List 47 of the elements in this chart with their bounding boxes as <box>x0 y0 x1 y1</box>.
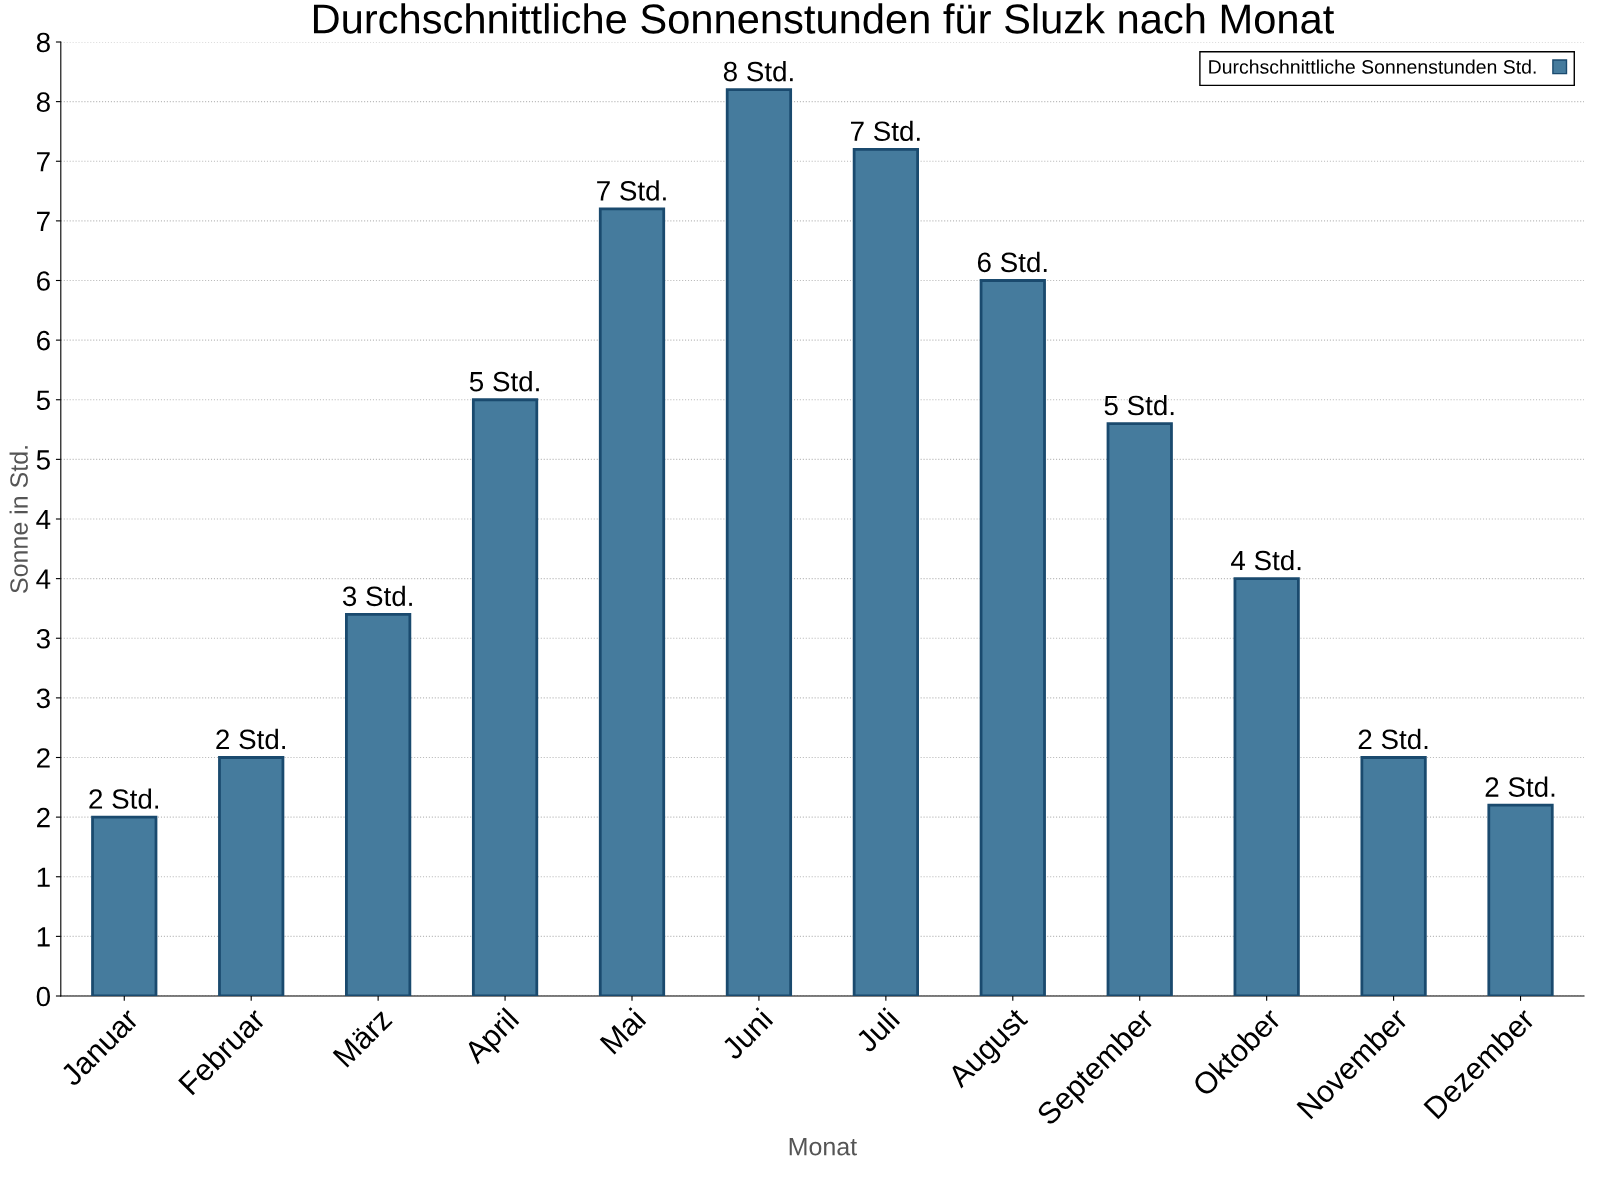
bar <box>1233 577 1300 996</box>
y-tick-label: 8 <box>36 92 50 112</box>
y-tick-label: 5 <box>36 390 50 411</box>
bar <box>598 207 666 996</box>
data-label: 4 Std. <box>1231 549 1301 571</box>
y-tick-label: 7 <box>37 152 50 172</box>
chart-title: Durchschnittliche Sonnenstunden für Sluzk nach Monat <box>313 3 1334 34</box>
data-label: 3 Std. <box>342 585 412 607</box>
y-tick-label: 0 <box>36 986 50 1007</box>
data-label: 2 Std. <box>1358 728 1428 750</box>
bar <box>345 613 412 996</box>
data-label: 7 Std. <box>851 120 920 142</box>
bar <box>91 815 158 996</box>
x-tick-label: Juli <box>853 1007 901 1054</box>
data-label: 5 Std. <box>469 371 539 392</box>
data-label: 8 Std. <box>723 61 793 82</box>
bar <box>1106 422 1173 996</box>
bar <box>218 756 285 996</box>
y-tick-label: 6 <box>37 271 50 291</box>
y-tick-label: 4 <box>36 509 51 530</box>
bar <box>979 279 1046 996</box>
y-tick-label: 2 <box>37 807 50 828</box>
bar <box>471 398 539 996</box>
data-label: 6 Std. <box>977 251 1047 273</box>
x-tick-label: Mai <box>598 1007 647 1055</box>
y-tick-label: 3 <box>36 628 50 649</box>
bar <box>852 147 919 996</box>
bar <box>725 88 793 996</box>
y-tick-label: 7 <box>37 211 50 231</box>
data-label: 2 Std. <box>216 728 285 750</box>
y-tick-label: 3 <box>36 688 50 709</box>
y-tick-label: 1 <box>37 927 50 947</box>
y-tick-label: 5 <box>36 450 50 470</box>
data-label: 2 Std. <box>89 788 159 809</box>
y-tick-label: 1 <box>37 867 50 887</box>
bar <box>1487 803 1554 996</box>
x-axis-title: Monat <box>789 1138 857 1156</box>
y-axis-title: Sonne in Std. <box>9 446 28 593</box>
data-label: 2 Std. <box>1485 776 1555 797</box>
bar <box>1360 756 1427 996</box>
y-tick-label: 8 <box>36 32 50 53</box>
y-tick-label: 4 <box>36 569 51 589</box>
data-label: 5 Std. <box>1104 394 1174 416</box>
legend-label: Durchschnittliche Sonnenstunden Std. <box>1209 59 1536 74</box>
y-tick-label: 2 <box>37 748 50 768</box>
y-tick-label: 6 <box>37 330 50 351</box>
data-label: 7 Std. <box>597 180 666 201</box>
